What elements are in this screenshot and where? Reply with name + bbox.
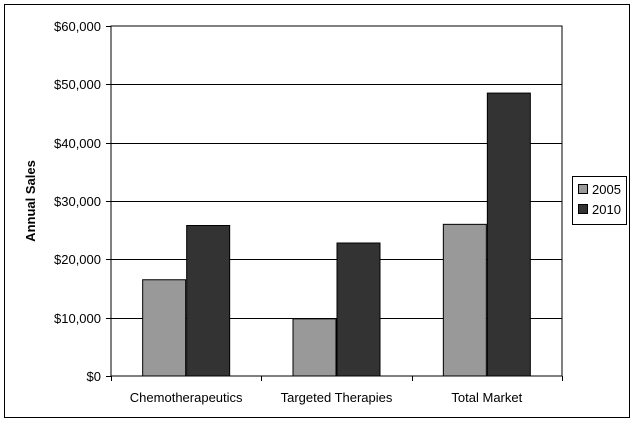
legend-label-2010: 2010 [592, 202, 621, 217]
x-axis: Chemotherapeutics Targeted Therapies Total… [111, 376, 563, 405]
y-axis-ticks: $0 $10,000 $20,000 $30,000 $40,000 $50,000 $60… [54, 19, 111, 384]
x-category-label: Chemotherapeutics [130, 390, 243, 405]
y-tick-label: $60,000 [54, 19, 101, 34]
y-axis-label: Annual Sales [23, 160, 38, 242]
legend: 2005 2010 [572, 176, 627, 225]
bar-2010 [486, 92, 531, 377]
bar-2010 [336, 242, 381, 377]
bar-2005 [142, 279, 187, 377]
y-tick-label: $0 [87, 369, 101, 384]
y-tick-label: $50,000 [54, 77, 101, 92]
bar-2005 [442, 223, 487, 377]
legend-swatch-2010 [578, 204, 588, 214]
bar-2010 [186, 225, 231, 377]
legend-label-2005: 2005 [592, 182, 621, 197]
plot-border [110, 25, 563, 377]
y-tick-label: $20,000 [54, 252, 101, 267]
bars [142, 92, 531, 377]
y-tick-label: $30,000 [54, 194, 101, 209]
y-tick-label: $40,000 [54, 136, 101, 151]
legend-swatch-2005 [578, 184, 588, 194]
x-category-label: Targeted Therapies [281, 390, 393, 405]
bar-2005 [292, 318, 337, 377]
y-tick-label: $10,000 [54, 311, 101, 326]
x-category-label: Total Market [451, 390, 522, 405]
